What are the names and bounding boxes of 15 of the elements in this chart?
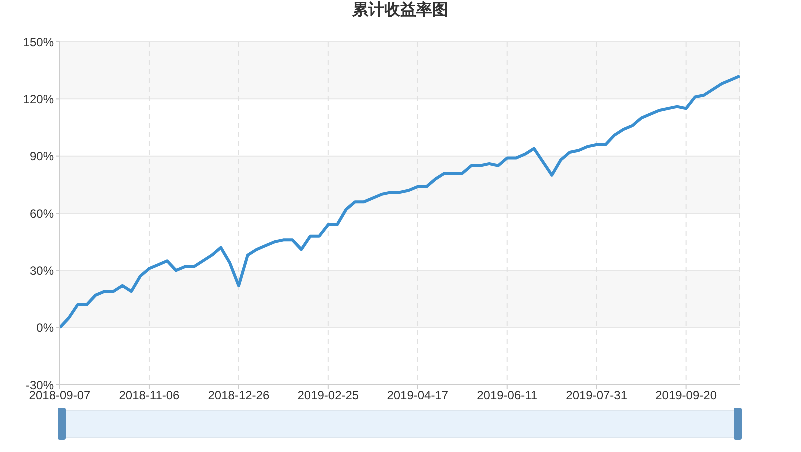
x-tick-label: 2019-06-11 bbox=[477, 388, 538, 403]
x-tick-label: 2019-09-20 bbox=[656, 388, 718, 403]
y-tick-label: 90% bbox=[30, 150, 54, 164]
y-tick-label: 30% bbox=[30, 264, 54, 278]
y-tick-label: 120% bbox=[23, 92, 54, 106]
x-tick-label: 2018-11-06 bbox=[119, 388, 180, 403]
x-tick-label: 2019-07-31 bbox=[566, 388, 628, 403]
x-tick-label: 2018-12-26 bbox=[208, 388, 270, 403]
x-tick-label: 2019-04-17 bbox=[387, 388, 449, 403]
line-series bbox=[60, 74, 740, 330]
y-tick-label: 60% bbox=[30, 206, 54, 221]
chart-title: 累计收益率图 bbox=[352, 0, 450, 21]
y-tick-label: 0% bbox=[36, 321, 54, 336]
y-tick-label: 150% bbox=[23, 35, 54, 50]
x-tick-label: 2019-02-25 bbox=[298, 388, 360, 403]
